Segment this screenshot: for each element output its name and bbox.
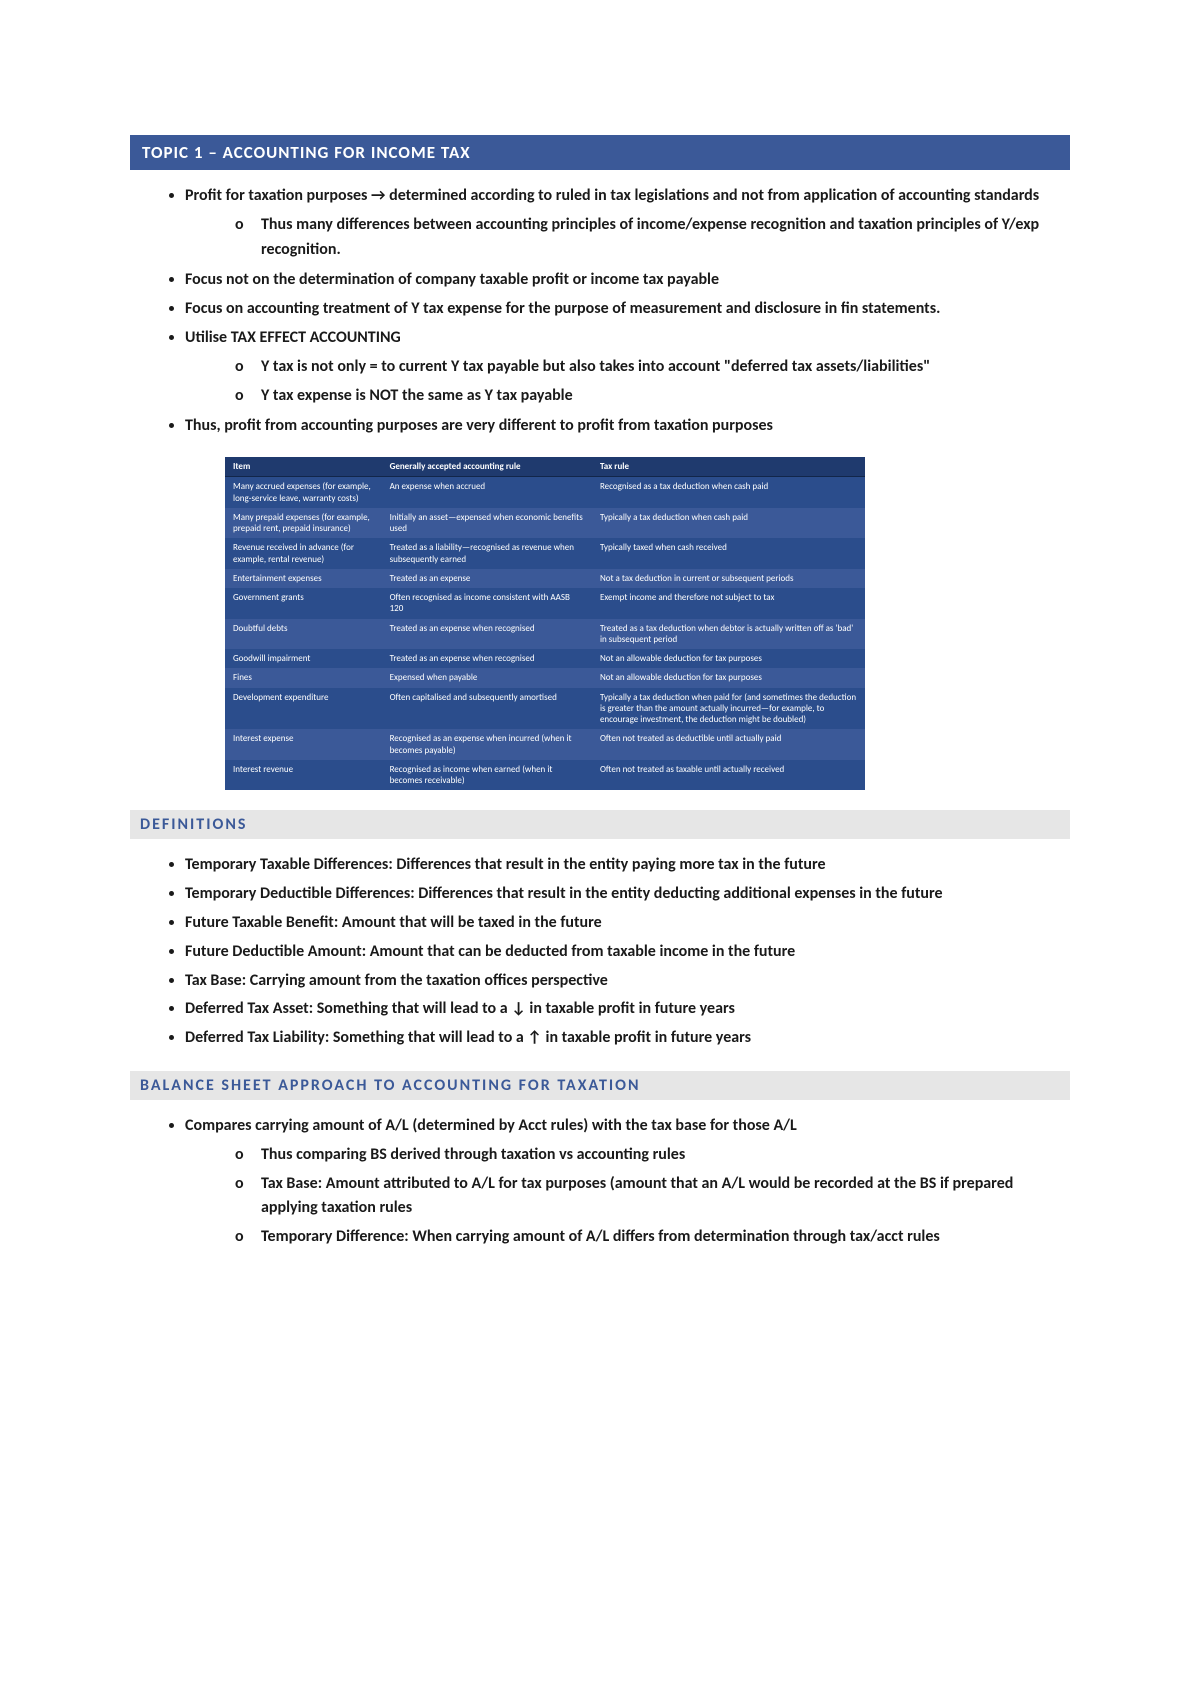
- sub-list: Thus many differences between accounting…: [185, 213, 1070, 263]
- table-row: Interest expenseRecognised as an expense…: [225, 729, 865, 760]
- table-cell: Recognised as a tax deduction when cash …: [592, 477, 865, 508]
- list-item: Temporary Deductible Differences: Differ…: [185, 882, 1070, 907]
- table-cell: Interest expense: [225, 729, 382, 760]
- definitions-list: Temporary Taxable Differences: Differenc…: [130, 853, 1070, 1051]
- table-cell: Treated as an expense when recognised: [382, 649, 592, 668]
- table-cell: Not a tax deduction in current or subseq…: [592, 569, 865, 588]
- table-cell: Often not treated as deductible until ac…: [592, 729, 865, 760]
- table-cell: Entertainment expenses: [225, 569, 382, 588]
- table-cell: Recognised as an expense when incurred (…: [382, 729, 592, 760]
- table-cell: Typically a tax deduction when paid for …: [592, 688, 865, 730]
- table-row: Development expenditureOften capitalised…: [225, 688, 865, 730]
- tax-table: Item Generally accepted accounting rule …: [225, 457, 865, 790]
- table-cell: Exempt income and therefore not subject …: [592, 588, 865, 619]
- list-item: Profit for taxation purposes → determine…: [185, 184, 1070, 262]
- table-cell: Expensed when payable: [382, 668, 592, 687]
- table-cell: Often not treated as taxable until actua…: [592, 760, 865, 791]
- table-cell: Doubtful debts: [225, 619, 382, 650]
- list-item: Temporary Difference: When carrying amou…: [235, 1225, 1070, 1250]
- table-row: Many accrued expenses (for example, long…: [225, 477, 865, 508]
- list-item: Thus comparing BS derived through taxati…: [235, 1143, 1070, 1168]
- table-cell: Typically taxed when cash received: [592, 538, 865, 569]
- list-item: Thus many differences between accounting…: [235, 213, 1070, 263]
- table-cell: Many prepaid expenses (for example, prep…: [225, 508, 382, 539]
- table-cell: Treated as a liability—recognised as rev…: [382, 538, 592, 569]
- list-item: Compares carrying amount of A/L (determi…: [185, 1114, 1070, 1250]
- table-cell: Development expenditure: [225, 688, 382, 730]
- bullet-text: Profit for taxation purposes → determine…: [185, 186, 1039, 205]
- table-cell: Revenue received in advance (for example…: [225, 538, 382, 569]
- list-item: Thus, profit from accounting purposes ar…: [185, 414, 1070, 439]
- table-cell: Fines: [225, 668, 382, 687]
- table-row: Entertainment expensesTreated as an expe…: [225, 569, 865, 588]
- list-item: Future Deductible Amount: Amount that ca…: [185, 940, 1070, 965]
- table-row: Revenue received in advance (for example…: [225, 538, 865, 569]
- list-item: Temporary Taxable Differences: Differenc…: [185, 853, 1070, 878]
- list-item: Deferred Tax Liability: Something that w…: [185, 1026, 1070, 1051]
- list-item: Y tax expense is NOT the same as Y tax p…: [235, 384, 1070, 409]
- table-row: Doubtful debtsTreated as an expense when…: [225, 619, 865, 650]
- topic-header: TOPIC 1 – ACCOUNTING FOR INCOME TAX: [130, 135, 1070, 170]
- list-item: Focus on accounting treatment of Y tax e…: [185, 297, 1070, 322]
- table-row: Government grantsOften recognised as inc…: [225, 588, 865, 619]
- tax-table-wrap: Item Generally accepted accounting rule …: [225, 457, 1070, 790]
- th-accounting: Generally accepted accounting rule: [382, 457, 592, 477]
- table-row: FinesExpensed when payableNot an allowab…: [225, 668, 865, 687]
- table-row: Interest revenueRecognised as income whe…: [225, 760, 865, 791]
- definitions-header: DEFINITIONS: [130, 810, 1070, 839]
- table-cell: Not an allowable deduction for tax purpo…: [592, 649, 865, 668]
- list-item: Tax Base: Amount attributed to A/L for t…: [235, 1172, 1070, 1222]
- table-cell: Initially an asset—expensed when economi…: [382, 508, 592, 539]
- table-header-row: Item Generally accepted accounting rule …: [225, 457, 865, 477]
- table-cell: Typically a tax deduction when cash paid: [592, 508, 865, 539]
- bullet-text: Compares carrying amount of A/L (determi…: [185, 1116, 797, 1135]
- table-cell: Goodwill impairment: [225, 649, 382, 668]
- sub-list: Thus comparing BS derived through taxati…: [185, 1143, 1070, 1250]
- table-cell: Interest revenue: [225, 760, 382, 791]
- table-cell: Treated as a tax deduction when debtor i…: [592, 619, 865, 650]
- list-item: Tax Base: Carrying amount from the taxat…: [185, 969, 1070, 994]
- tax-table-body: Many accrued expenses (for example, long…: [225, 477, 865, 791]
- table-row: Many prepaid expenses (for example, prep…: [225, 508, 865, 539]
- table-cell: Government grants: [225, 588, 382, 619]
- bullet-text: Utilise TAX EFFECT ACCOUNTING: [185, 328, 401, 347]
- list-item: Deferred Tax Asset: Something that will …: [185, 997, 1070, 1022]
- list-item: Focus not on the determination of compan…: [185, 268, 1070, 293]
- table-cell: An expense when accrued: [382, 477, 592, 508]
- table-cell: Treated as an expense: [382, 569, 592, 588]
- table-cell: Recognised as income when earned (when i…: [382, 760, 592, 791]
- list-item: Utilise TAX EFFECT ACCOUNTING Y tax is n…: [185, 326, 1070, 408]
- balance-bullet-list: Compares carrying amount of A/L (determi…: [130, 1114, 1070, 1250]
- balance-sheet-header: BALANCE SHEET APPROACH TO ACCOUNTING FOR…: [130, 1071, 1070, 1100]
- sub-list: Y tax is not only = to current Y tax pay…: [185, 355, 1070, 409]
- table-cell: Often recognised as income consistent wi…: [382, 588, 592, 619]
- table-cell: Many accrued expenses (for example, long…: [225, 477, 382, 508]
- list-item: Future Taxable Benefit: Amount that will…: [185, 911, 1070, 936]
- th-tax: Tax rule: [592, 457, 865, 477]
- document-page: TOPIC 1 – ACCOUNTING FOR INCOME TAX Prof…: [0, 0, 1200, 1368]
- list-item: Y tax is not only = to current Y tax pay…: [235, 355, 1070, 380]
- table-cell: Treated as an expense when recognised: [382, 619, 592, 650]
- th-item: Item: [225, 457, 382, 477]
- topic-bullet-list: Profit for taxation purposes → determine…: [130, 184, 1070, 439]
- table-cell: Often capitalised and subsequently amort…: [382, 688, 592, 730]
- table-row: Goodwill impairmentTreated as an expense…: [225, 649, 865, 668]
- table-cell: Not an allowable deduction for tax purpo…: [592, 668, 865, 687]
